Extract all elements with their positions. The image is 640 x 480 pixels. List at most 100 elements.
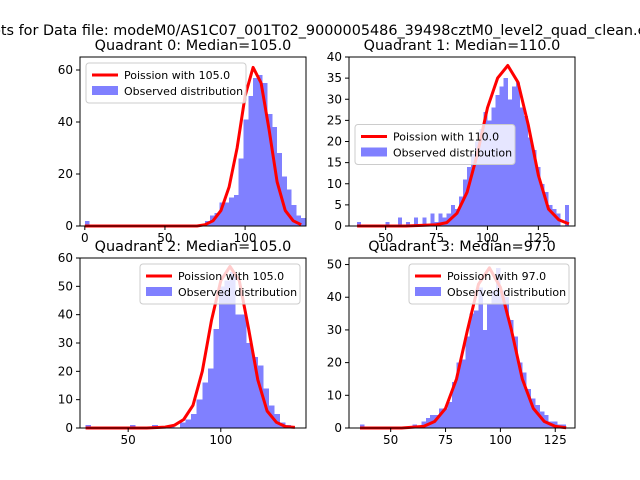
y-tick-label: 30: [327, 92, 342, 106]
x-tick-label: 100: [234, 231, 257, 245]
histogram-bar: [548, 204, 553, 226]
histogram-bar: [257, 75, 263, 226]
y-tick-label: 30: [327, 323, 342, 337]
histogram-bar: [272, 127, 278, 226]
x-tick-label: 0: [81, 231, 89, 245]
histogram-bar: [496, 267, 501, 428]
histogram-bar: [414, 217, 419, 226]
histogram-bar: [467, 166, 472, 226]
histogram-bar: [406, 221, 411, 226]
axes-frame: [348, 257, 576, 429]
legend-box: [354, 124, 516, 165]
histogram-bar: [238, 158, 244, 226]
y-tick-label: 40: [58, 115, 73, 129]
x-tick-label: 50: [378, 231, 393, 245]
histogram-bar: [478, 287, 483, 428]
histogram-bar: [214, 213, 220, 226]
y-tick-label: 60: [58, 63, 73, 77]
histogram-bar: [296, 215, 302, 226]
y-tick-label: 5: [334, 198, 342, 212]
histogram-bar: [553, 421, 558, 428]
histogram-bar: [509, 320, 514, 428]
histogram-bar: [274, 413, 281, 428]
histogram-bar: [196, 399, 203, 428]
y-tick-label: 30: [58, 336, 73, 350]
histogram-bar: [218, 286, 225, 428]
histogram-bar: [246, 343, 253, 428]
histogram-bar: [430, 213, 435, 226]
histogram-bar: [202, 382, 208, 428]
histogram-bar: [532, 149, 537, 226]
histogram-bar: [524, 116, 529, 226]
histogram-bar: [544, 192, 549, 226]
histogram-bar: [456, 362, 461, 428]
histogram-bar: [229, 197, 234, 226]
legend-label-poisson: Poission with 105.0: [124, 69, 230, 82]
histogram-bar: [281, 176, 287, 226]
quadrant-3-chart: 50 75 100 125 0 10 20 30 40 50 Quadrant 3: Median=…: [327, 239, 576, 447]
legend-bar-swatch: [415, 287, 441, 296]
legend-bar-swatch: [146, 287, 172, 296]
histogram-bar: [504, 297, 510, 428]
histogram-bar: [540, 183, 545, 226]
histogram-bar: [359, 424, 365, 428]
y-tick-label: 10: [58, 393, 73, 407]
histogram-bar: [460, 359, 466, 428]
y-tick-label: 20: [327, 356, 342, 370]
subplot-title: Quadrant 2: Median=105.0: [95, 239, 292, 255]
histogram-bar: [224, 280, 231, 428]
histogram-bar: [458, 196, 464, 226]
legend: Poission with 105.0 Observed distribution: [139, 263, 301, 305]
y-tick-label: 0: [65, 219, 73, 233]
histogram-bar: [421, 421, 426, 428]
histogram-bar: [219, 202, 225, 226]
histogram-bar: [491, 107, 496, 226]
y-tick-label: 20: [327, 135, 342, 149]
x-tick-label: 50: [121, 433, 136, 447]
histogram-bar: [536, 166, 541, 226]
legend-label-observed: Observed distribution: [393, 147, 512, 160]
histogram-bar: [207, 368, 214, 428]
histogram-bar: [357, 221, 362, 226]
histogram-bar: [286, 189, 292, 226]
histogram-bar: [267, 114, 273, 226]
subplot-title: Quadrant 3: Median=97.0: [368, 239, 556, 255]
histogram-bar: [191, 413, 197, 428]
histogram-bar: [233, 194, 239, 226]
histogram-bar: [224, 202, 230, 226]
histogram-bar: [515, 82, 521, 226]
y-tick-label: 0: [334, 219, 342, 233]
legend-bar-swatch: [361, 147, 387, 157]
histogram-bar: [471, 154, 476, 226]
histogram-bar: [500, 290, 505, 428]
y-tick-label: 60: [58, 251, 73, 265]
histogram-bar: [438, 213, 443, 226]
histogram-bar: [535, 405, 540, 428]
legend-label-poisson: Poission with 97.0: [447, 270, 546, 283]
histogram-bar: [422, 217, 427, 226]
legend: Poission with 110.0 Observed distribution: [354, 124, 516, 165]
histogram-bar: [230, 272, 236, 428]
histogram-bar: [483, 111, 488, 226]
y-tick-label: 35: [327, 71, 342, 85]
histogram-bar: [84, 220, 90, 226]
histogram-bar: [474, 310, 479, 428]
legend-bar-swatch: [92, 86, 118, 95]
x-tick-label: 100: [476, 231, 499, 245]
legend: Poission with 97.0 Observed distribution: [408, 263, 570, 305]
histogram-bar: [531, 398, 536, 428]
histogram-bar: [262, 83, 268, 226]
histogram-bar: [434, 414, 439, 428]
y-tick-label: 20: [58, 167, 73, 181]
quadrant-1-chart: 50 75 100 125 0 5 10 15 20 25 30 35 40 Quadrant 1: Me…: [327, 38, 576, 245]
histogram-bars: [359, 267, 567, 428]
axes-frame: [79, 56, 307, 227]
histogram-bar: [479, 128, 484, 226]
histogram-bar: [248, 96, 254, 226]
legend: Poission with 105.0 Observed distribution: [85, 62, 247, 104]
histogram-bar: [443, 408, 448, 428]
histogram-bar: [243, 119, 249, 226]
legend-label-poisson: Poission with 105.0: [178, 270, 284, 283]
histogram-bar: [528, 137, 533, 226]
